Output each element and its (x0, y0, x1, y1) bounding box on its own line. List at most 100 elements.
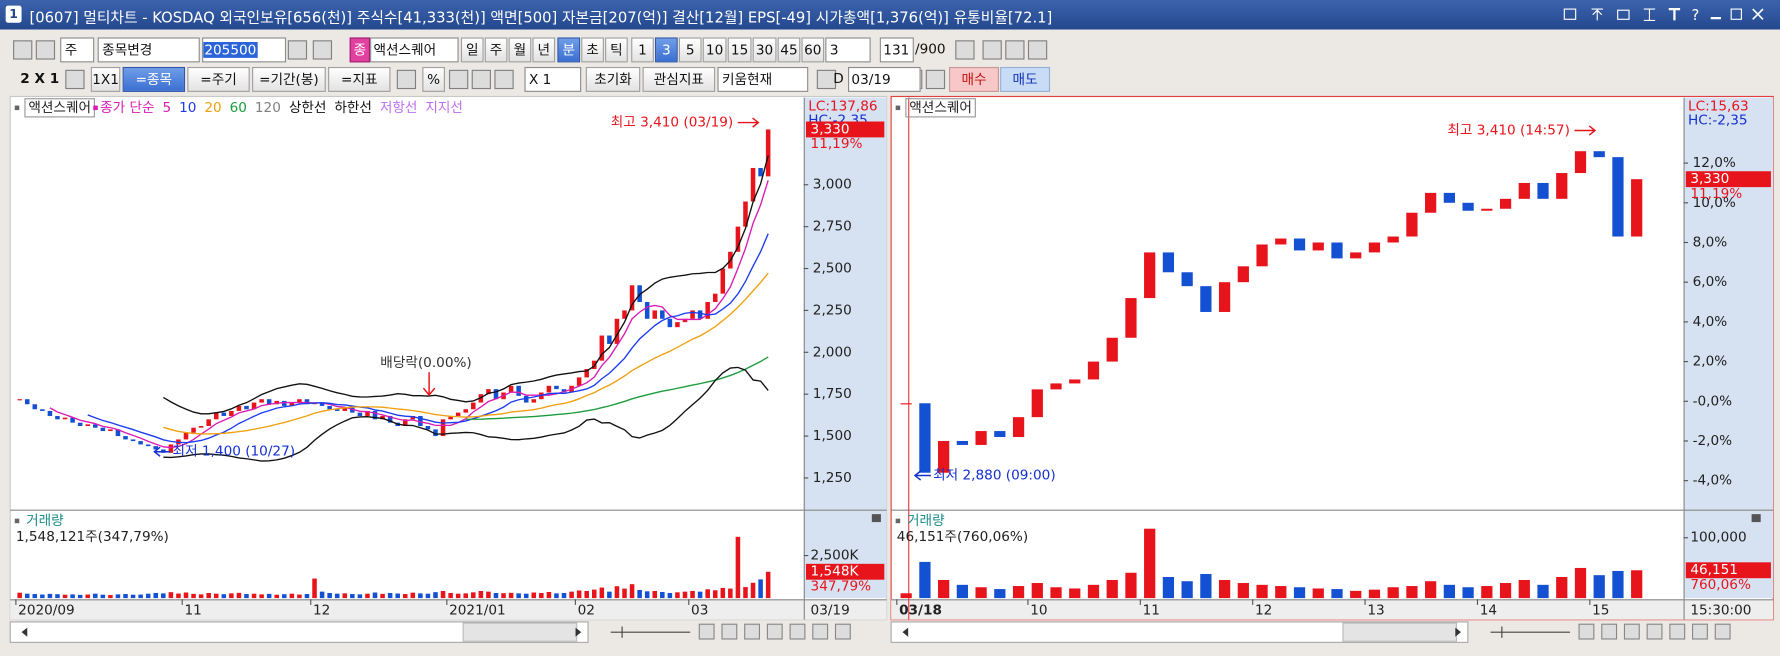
toolbar-button[interactable]: 60 (801, 37, 825, 63)
x-tick-label: 10 (1030, 603, 1047, 619)
volume-bar (994, 589, 1006, 599)
toolbar-icon (1578, 623, 1595, 640)
toolbar-button[interactable]: 15 (727, 37, 752, 63)
toolbar-button[interactable]: 205500 (202, 37, 287, 63)
toolbar-button[interactable]: 틱 (605, 37, 628, 63)
toolbar-button[interactable]: 년 (532, 37, 556, 63)
volume-tick-label: 100,000 (1690, 530, 1746, 546)
toolbar-button[interactable]: 3 (825, 37, 871, 63)
candle (1125, 298, 1137, 338)
toolbar-button[interactable]: 관심지표 (642, 66, 716, 92)
candle (236, 405, 242, 411)
candle (1275, 238, 1287, 245)
toolbar-button[interactable]: =지표 (328, 66, 391, 92)
volume-bar (274, 594, 279, 599)
candle (1256, 244, 1268, 267)
toolbar-button[interactable]: % (422, 66, 445, 92)
toolbar-icon (789, 623, 806, 640)
chart-pane: -4,0% -2,0% -0,0% 2,0% 4,0% 6,0% 8,0% 10,0% 12,0… (890, 95, 1774, 643)
volume-bar (591, 589, 597, 599)
volume-bar (221, 594, 227, 599)
candle (629, 285, 635, 311)
legend-item: 저항선 (380, 100, 418, 116)
candle (108, 429, 113, 432)
window-controls[interactable]: ? (1555, 5, 1776, 25)
toolbar-button[interactable]: 종 (349, 37, 371, 63)
candle (274, 400, 279, 405)
legend-item: 상한선 (289, 100, 327, 116)
volume-bar (471, 592, 476, 599)
candle (1087, 361, 1100, 380)
volume-bar (720, 587, 726, 599)
candle (1106, 337, 1118, 362)
toolbar-button[interactable]: 2 X 1 (20, 70, 60, 87)
toolbar-button[interactable]: 액션스퀘어 (370, 37, 459, 63)
volume-bar (115, 594, 121, 599)
toolbar-button[interactable]: 초기화 (585, 66, 641, 92)
candle (1237, 266, 1249, 283)
candle (516, 385, 521, 396)
toolbar-icon (816, 69, 837, 90)
toolbar-button[interactable]: X 1 (524, 66, 582, 92)
candle (365, 410, 370, 416)
volume-bar (539, 593, 544, 599)
x-tick-label: 14 (1480, 603, 1497, 619)
candle (410, 415, 416, 420)
toolbar-button[interactable]: D (833, 70, 844, 87)
volume-bar (77, 594, 83, 599)
candle (198, 426, 204, 428)
toolbar-button[interactable]: 3 (655, 37, 678, 63)
toolbar-button[interactable]: 1 (631, 37, 654, 63)
toolbar-button[interactable]: 매수 (949, 66, 999, 92)
toolbar-button[interactable]: 월 (508, 37, 532, 63)
volume-bar (569, 591, 574, 599)
volume-bar (236, 592, 242, 599)
toolbar-button[interactable]: =기간(봉) (252, 66, 326, 92)
toolbar-button[interactable]: 30 (752, 37, 777, 63)
toolbar-button[interactable]: 매도 (1000, 66, 1051, 92)
volume-bar (675, 592, 680, 599)
candle (591, 360, 597, 370)
volume-bar (1181, 581, 1193, 599)
volume-bar (433, 592, 438, 599)
scrollbar (9, 621, 589, 643)
toolbar-button[interactable]: 1X1 (90, 66, 121, 92)
x-tick-label: 2021/01 (449, 603, 506, 619)
candle (433, 429, 438, 437)
toolbar-button[interactable]: 키움현재 (717, 66, 809, 92)
toolbar-button[interactable]: 45 (777, 37, 801, 63)
toolbar-button[interactable]: =종목 (122, 66, 186, 92)
toolbar-button[interactable]: 03/19 (847, 66, 921, 92)
legend-item: 20 (204, 100, 221, 116)
x-tick-label: 13 (1367, 603, 1384, 619)
arrow (153, 446, 171, 457)
toolbar-button[interactable]: 초 (581, 37, 604, 63)
candle (402, 419, 408, 427)
toolbar-icon (13, 40, 33, 60)
candle (244, 405, 249, 410)
volume-summary: 1,548,121주(347,79%) (16, 529, 169, 545)
candle (153, 446, 159, 450)
toolbar-button[interactable]: 분 (557, 37, 581, 63)
toolbar-button[interactable]: =주기 (187, 66, 250, 92)
toolbar-button[interactable]: 5 (678, 37, 702, 63)
candle (667, 318, 673, 328)
volume-bar (1574, 567, 1587, 599)
toolbar-button[interactable]: 10 (702, 37, 727, 63)
volume-bar (644, 591, 650, 599)
toolbar-button[interactable]: 주 (60, 37, 95, 63)
candle (40, 409, 45, 411)
candle (508, 385, 514, 393)
toolbar-button[interactable]: 주 (484, 37, 508, 63)
toolbar-button[interactable]: /900 (914, 40, 946, 57)
toolbar-button[interactable]: 종목변경 (97, 37, 200, 63)
volume-bar (100, 594, 106, 599)
candle (1218, 282, 1231, 312)
volume-bar (47, 593, 53, 599)
candle (994, 431, 1006, 438)
volume-bar (1162, 576, 1175, 599)
toolbar-button[interactable]: 131 (879, 37, 914, 63)
candle (1368, 242, 1381, 253)
volume-bar (455, 593, 461, 599)
toolbar-button[interactable]: 일 (460, 37, 484, 63)
